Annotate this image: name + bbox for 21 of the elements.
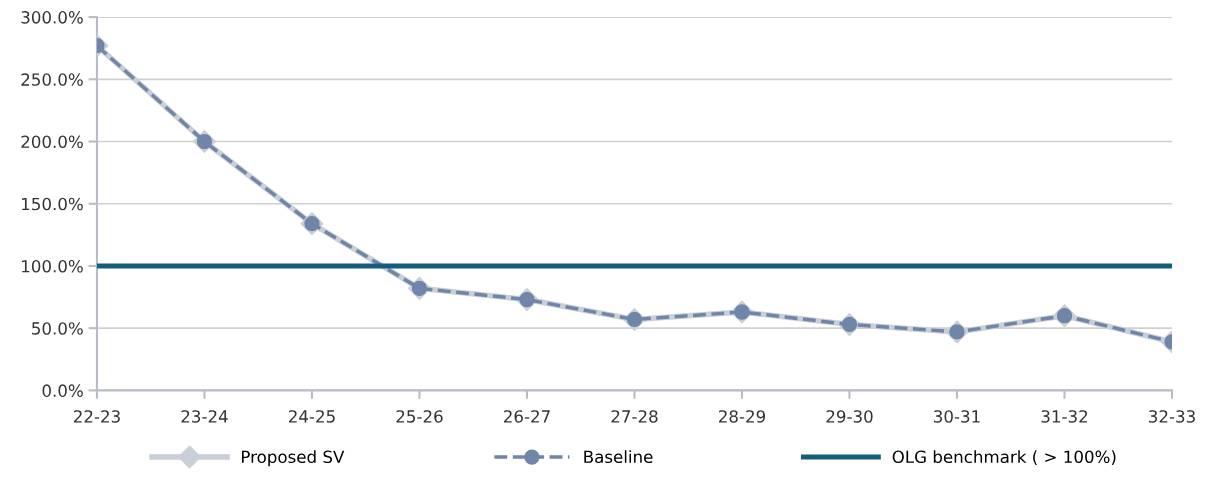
x-tick-label: 30-31 [934,410,980,423]
x-tick-label: 22-23 [73,410,120,423]
y-tick-label: 300.0% [21,11,83,24]
legend-label: Baseline [584,450,653,464]
x-tick-label: 26-27 [503,410,550,423]
y-tick-label: 100.0% [22,259,83,273]
y-tick-label: 0.0% [42,384,83,397]
x-tick-label: 27-28 [611,410,658,423]
x-tick-label: 23-24 [181,410,228,423]
y-tick-label: 250.0% [21,73,83,86]
x-tick-label: 24-25 [288,410,335,423]
x-tick-label: 32-33 [1149,410,1195,423]
y-tick-label: 150.0% [22,197,83,211]
y-tick-label: 200.0% [21,135,83,149]
legend-label: Proposed SV [242,450,345,467]
x-tick-label: 29-30 [826,410,873,423]
x-tick-label: 25-26 [396,410,443,423]
y-tick-label: 50.0% [32,322,83,335]
x-tick-label: 31-32 [1041,410,1088,423]
legend-label: OLG benchmark ( > 100%) [892,450,1116,466]
x-tick-label: 28-29 [718,410,766,423]
